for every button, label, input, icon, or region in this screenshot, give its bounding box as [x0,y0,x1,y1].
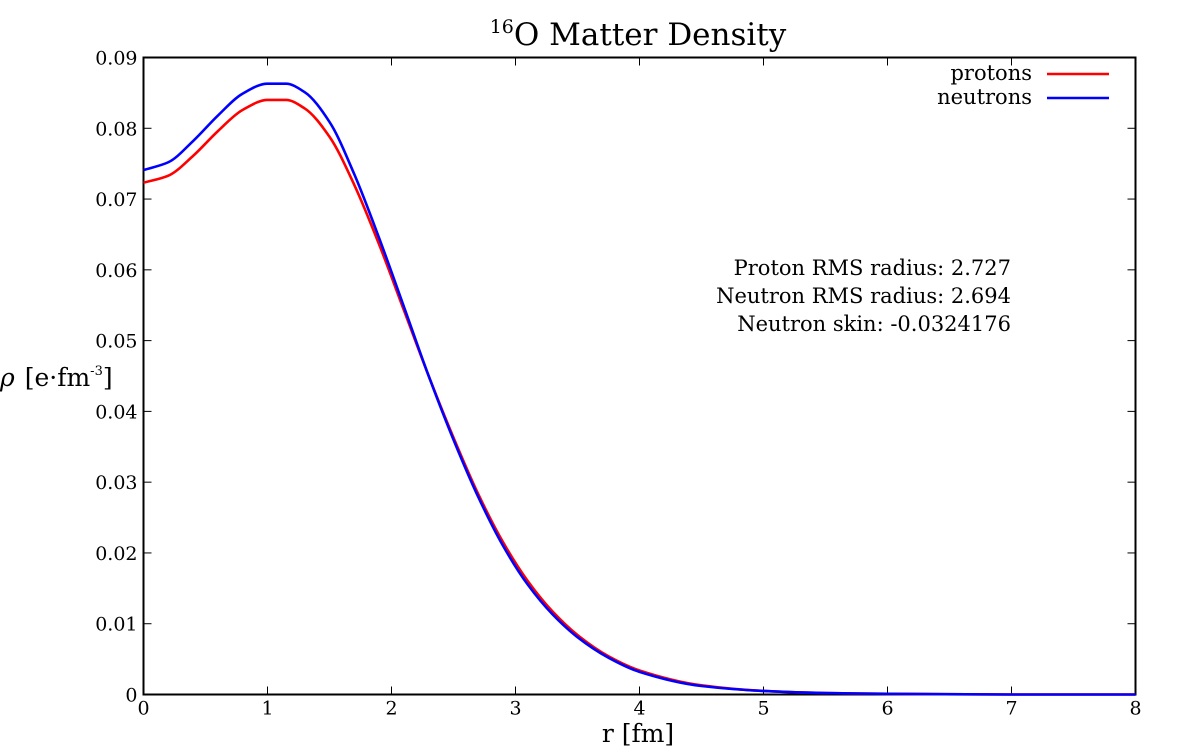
x-tick-label: 4 [633,698,645,720]
y-tick-label: 0.05 [95,331,137,353]
y-axis-ticks: 0 0.01 0.02 0.03 0.04 0.05 0.06 0.07 0.08 0.09 [95,48,1136,707]
chart-title: 16O Matter Density [490,16,787,53]
plot-frame [142,56,1137,696]
x-tick-label: 8 [1129,698,1141,720]
x-axis-label: r [fm] [602,719,674,748]
series-lines [143,82,1136,696]
title-text: O Matter Density [514,17,787,53]
y-axis-unit-suffix: ] [103,363,113,392]
series-line-protons [143,98,1136,696]
y-tick-label: 0.08 [95,118,137,140]
annotation-neutron-rms: Neutron RMS radius: 2.694 [716,284,1011,308]
series-line-neutrons [143,82,1136,696]
y-tick-label: 0 [125,685,137,707]
y-tick-label: 0.01 [95,614,137,636]
legend: protons neutrons [937,61,1109,109]
y-axis-symbol: ρ [0,363,15,392]
y-tick-label: 0.06 [95,260,137,282]
y-axis-unit-prefix: [e·fm [25,363,91,392]
annotation-proton-rms: Proton RMS radius: 2.727 [734,256,1011,280]
rms-annotations: Proton RMS radius: 2.727 Neutron RMS rad… [716,256,1011,336]
legend-label-neutrons: neutrons [937,85,1032,109]
title-superscript: 16 [490,16,514,38]
x-tick-label: 3 [509,698,521,720]
y-tick-label: 0.07 [95,189,137,211]
y-tick-label: 0.09 [95,48,137,70]
y-tick-label: 0.02 [95,543,137,565]
y-tick-label: 0.04 [95,401,137,423]
y-axis-label: ρ [e·fm-3] [0,363,113,392]
x-tick-label: 6 [881,698,893,720]
y-tick-label: 0.03 [95,472,137,494]
x-tick-label: 2 [385,698,397,720]
x-tick-label: 5 [757,698,769,720]
x-axis-ticks: 0 1 2 3 4 5 6 7 8 [137,57,1142,720]
y-axis-unit-exponent: -3 [90,364,103,379]
legend-label-protons: protons [950,61,1032,85]
x-tick-label: 7 [1005,698,1017,720]
annotation-neutron-skin: Neutron skin: -0.0324176 [737,312,1011,336]
x-tick-label: 0 [137,698,149,720]
x-tick-label: 1 [261,698,273,720]
